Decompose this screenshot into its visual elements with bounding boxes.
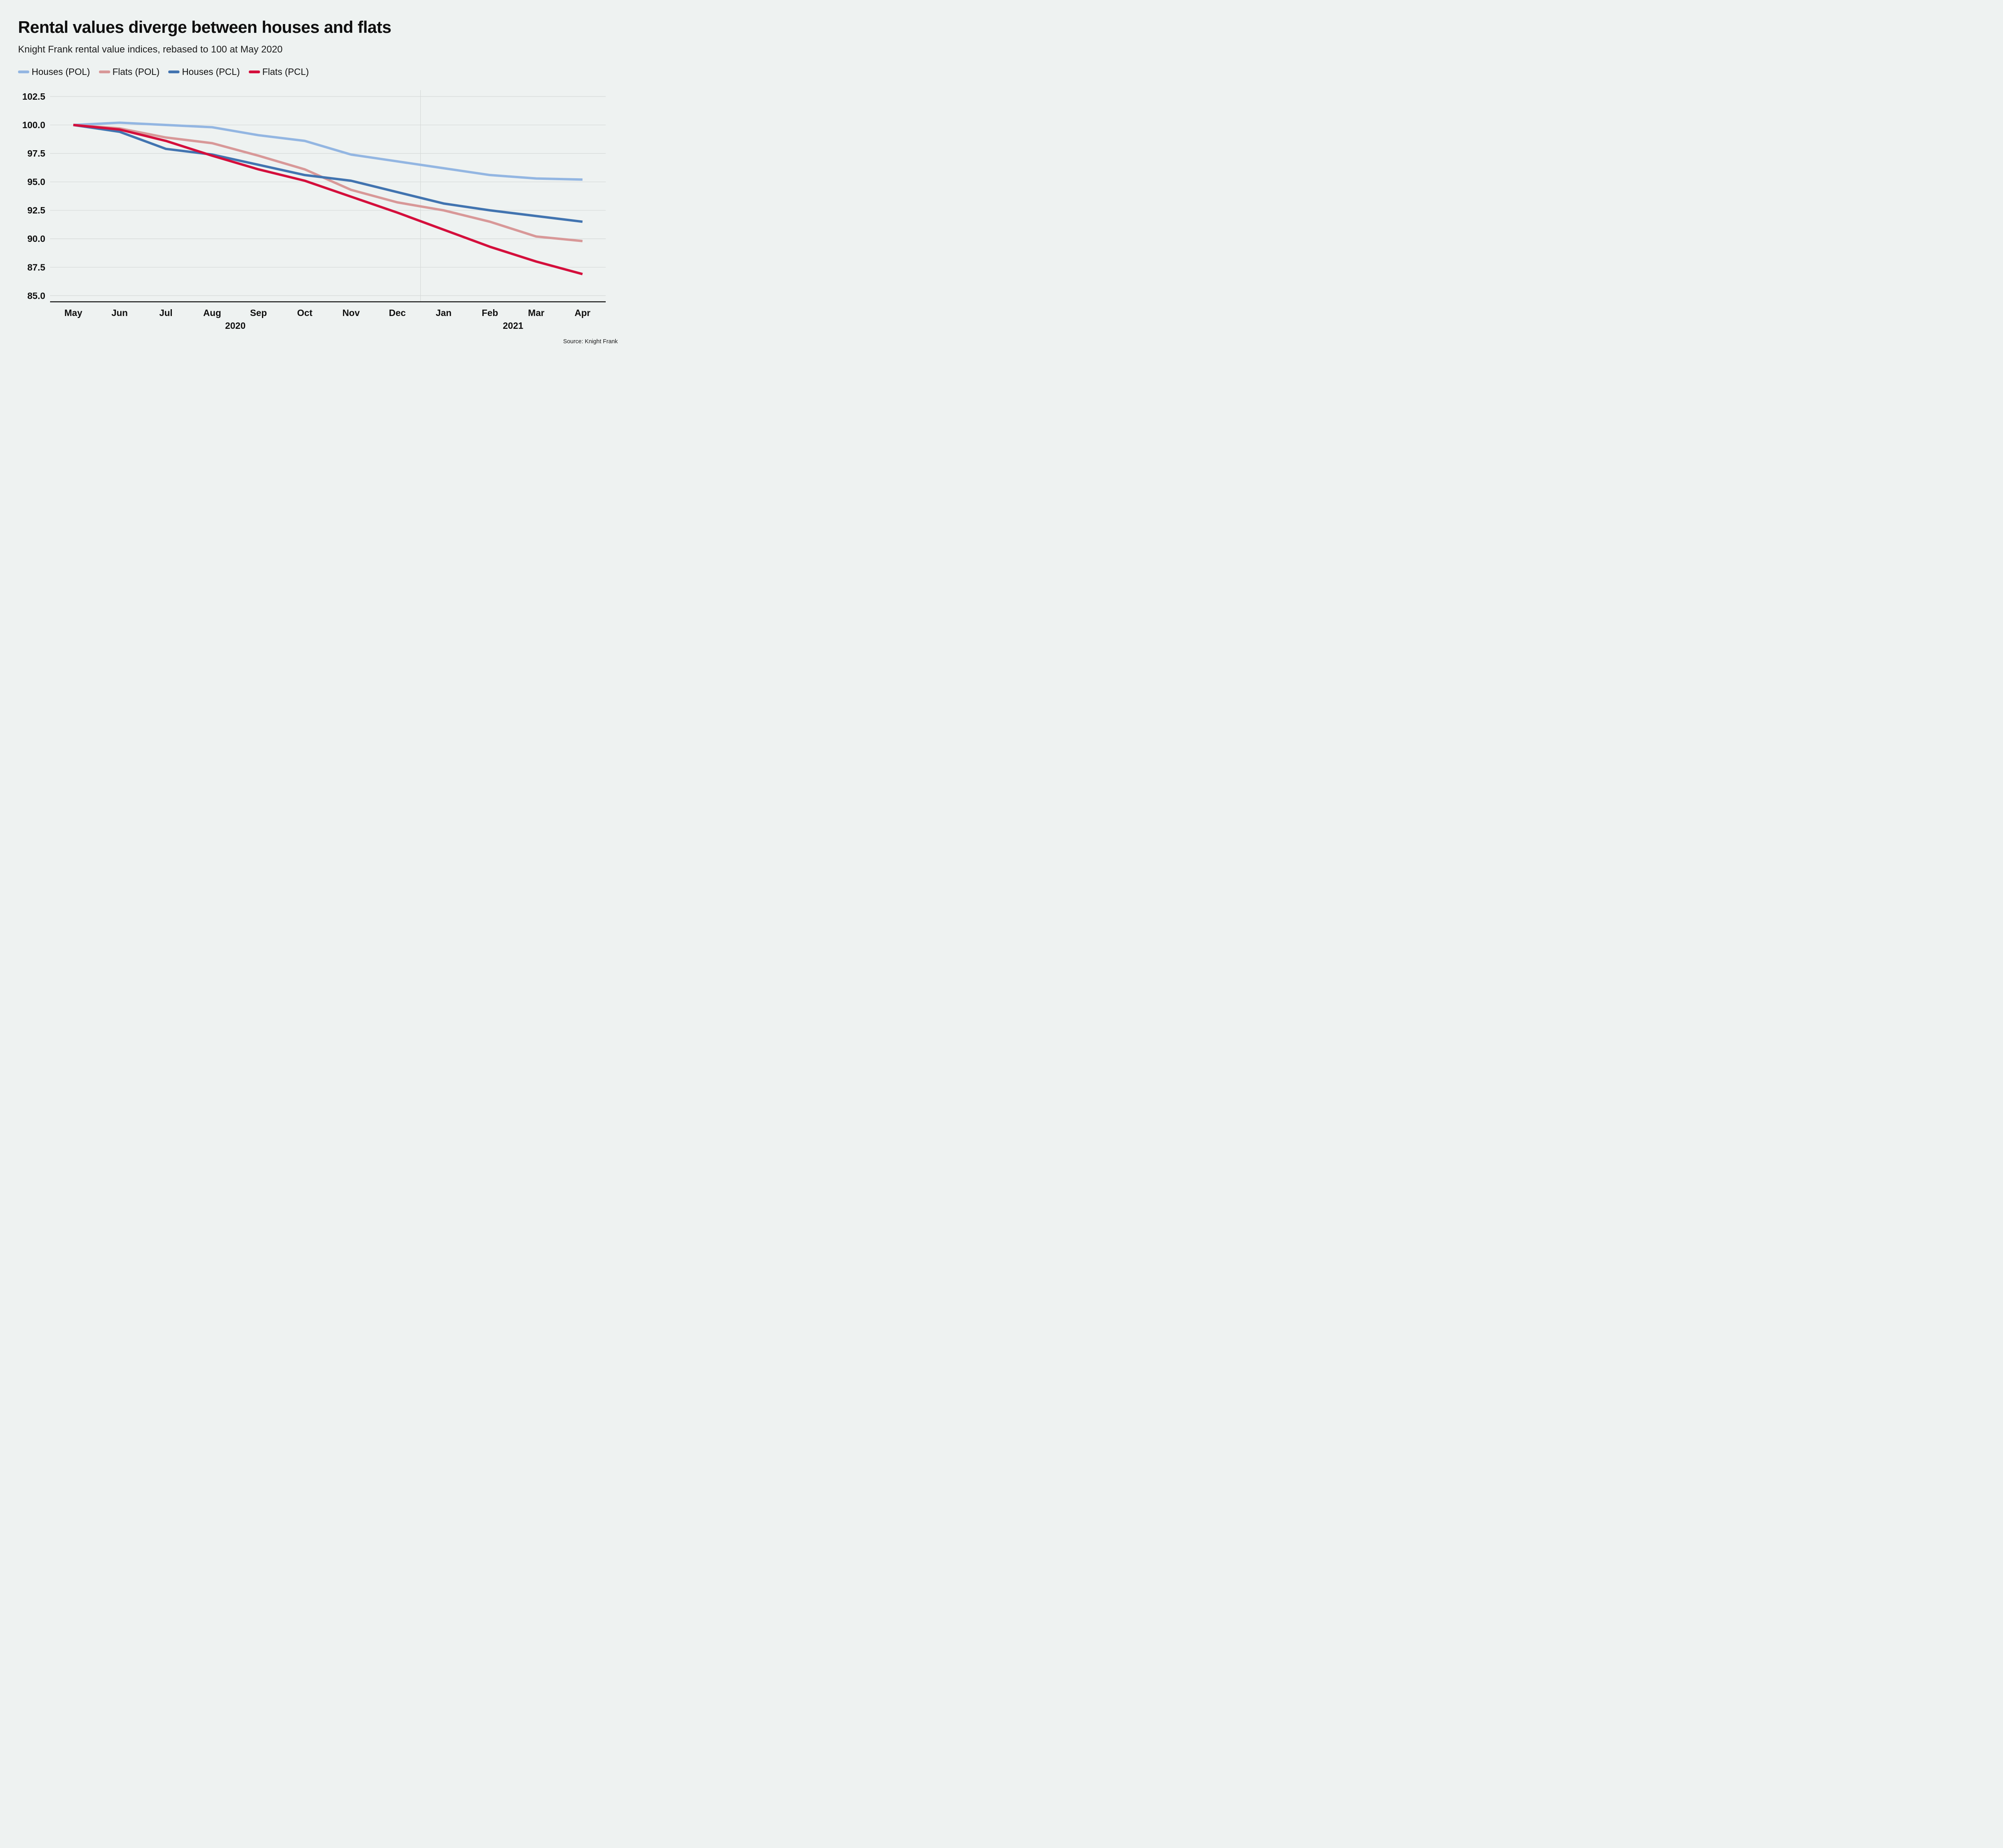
y-tick-label: 97.5: [27, 148, 45, 159]
legend-swatch-icon: [168, 70, 180, 73]
legend-swatch-icon: [248, 70, 260, 73]
legend-label: Flats (PCL): [262, 66, 309, 77]
y-tick-label: 87.5: [27, 262, 45, 272]
x-tick-label-feb: Feb: [482, 308, 498, 318]
x-tick-label-oct: Oct: [297, 308, 313, 318]
legend-label: Flats (POL): [112, 66, 160, 77]
year-label-2021: 2021: [503, 320, 523, 331]
chart-page: Rental values diverge between houses and…: [0, 0, 628, 366]
x-tick-label-mar: Mar: [528, 308, 544, 318]
legend: Houses (POL) Flats (POL) Houses (PCL) Fl…: [18, 66, 309, 77]
x-tick-label-sep: Sep: [250, 308, 267, 318]
x-tick-label-aug: Aug: [203, 308, 221, 318]
year-label-2020: 2020: [225, 320, 246, 331]
legend-swatch-icon: [99, 70, 110, 73]
series-line-flats-pol: [73, 124, 583, 242]
x-tick-label-may: May: [64, 308, 83, 318]
legend-item-houses-pol: Houses (POL): [18, 66, 90, 77]
series-line-flats-pcl: [73, 124, 583, 276]
x-tick-label-jul: Jul: [159, 308, 172, 318]
chart-subtitle: Knight Frank rental value indices, rebas…: [18, 44, 283, 55]
series-line-houses-pol: [73, 121, 583, 181]
series-line-houses-pcl: [73, 124, 583, 223]
x-tick-label-jan: Jan: [436, 308, 452, 318]
legend-swatch-icon: [18, 70, 29, 73]
x-tick-label-apr: Apr: [574, 308, 590, 318]
x-tick-label-jun: Jun: [111, 308, 128, 318]
y-tick-label: 85.0: [27, 290, 45, 301]
legend-item-houses-pcl: Houses (PCL): [168, 66, 240, 77]
legend-item-flats-pol: Flats (POL): [99, 66, 160, 77]
line-chart-plot: 102.5 100.0 97.5 95.0 92.5 90.0 87.5 85.0 May Jun…: [22, 90, 606, 331]
y-tick-label: 100.0: [22, 120, 45, 130]
legend-item-flats-pcl: Flats (PCL): [248, 66, 309, 77]
legend-label: Houses (POL): [32, 66, 90, 77]
x-tick-label-nov: Nov: [343, 308, 360, 318]
y-tick-label: 90.0: [27, 234, 45, 244]
page-title: Rental values diverge between houses and…: [18, 18, 391, 36]
y-tick-label: 95.0: [27, 177, 45, 187]
legend-label: Houses (PCL): [182, 66, 240, 77]
source-note: Source: Knight Frank: [563, 338, 618, 345]
x-tick-label-dec: Dec: [389, 308, 406, 318]
y-tick-label: 92.5: [27, 205, 45, 215]
y-tick-label: 102.5: [22, 91, 45, 102]
